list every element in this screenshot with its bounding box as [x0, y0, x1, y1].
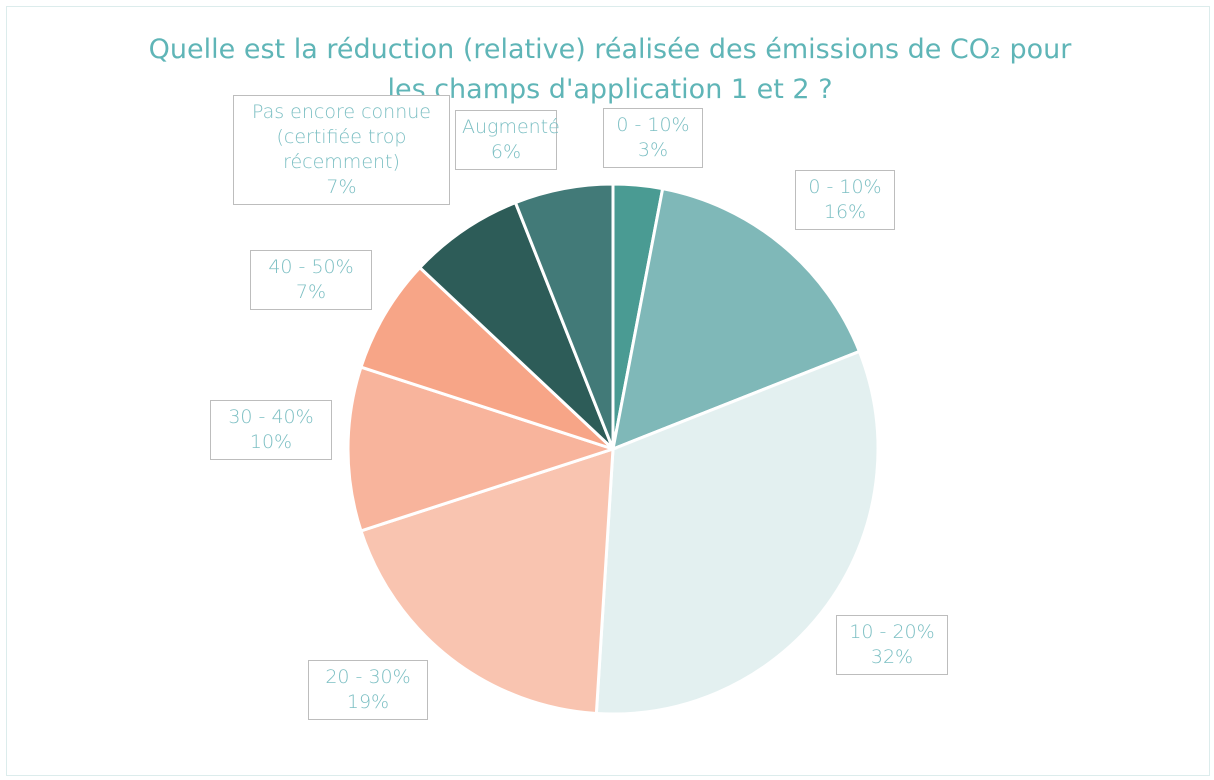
data-label: 20 - 30% 19%: [308, 660, 428, 720]
pie-slice: [346, 365, 618, 533]
label-value: 10%: [249, 431, 293, 453]
data-label: Augmenté 6%: [455, 110, 560, 170]
data-label: 40 - 50% 7%: [250, 250, 372, 310]
pie-slice: [359, 265, 615, 451]
label-category: 20 - 30%: [325, 666, 411, 688]
pie-slice: [611, 186, 862, 452]
label-value: 16%: [823, 201, 867, 223]
label-category: Augmenté: [462, 116, 560, 138]
frame: [6, 6, 1210, 776]
data-label: Pas encore connue (certifiée trop récemm…: [233, 95, 450, 205]
label-category: 0 - 10%: [616, 114, 690, 136]
label-category: 0 - 10%: [808, 176, 882, 198]
label-value: 3%: [637, 139, 669, 161]
data-label: 0 - 10% 16%: [795, 170, 895, 230]
label-value: 32%: [870, 646, 914, 668]
label-value: 6%: [490, 141, 522, 163]
pie-slice: [594, 349, 880, 716]
pie-slice: [359, 446, 615, 716]
data-label: 0 - 10% 3%: [603, 108, 703, 168]
label-category: 40 - 50%: [268, 256, 354, 278]
label-value: 19%: [346, 691, 390, 713]
pie-slice: [513, 182, 615, 450]
pie-slice: [417, 200, 615, 451]
label-category: Pas encore connue (certifiée trop récemm…: [252, 101, 431, 173]
data-label: 30 - 40% 10%: [210, 400, 332, 460]
chart-title: Quelle est la réduction (relative) réali…: [148, 34, 1072, 105]
label-category: 30 - 40%: [228, 406, 314, 428]
data-label: 10 - 20% 32%: [836, 615, 948, 675]
label-value: 7%: [295, 281, 327, 303]
label-category: 10 - 20%: [849, 621, 935, 643]
label-value: 7%: [326, 176, 357, 198]
